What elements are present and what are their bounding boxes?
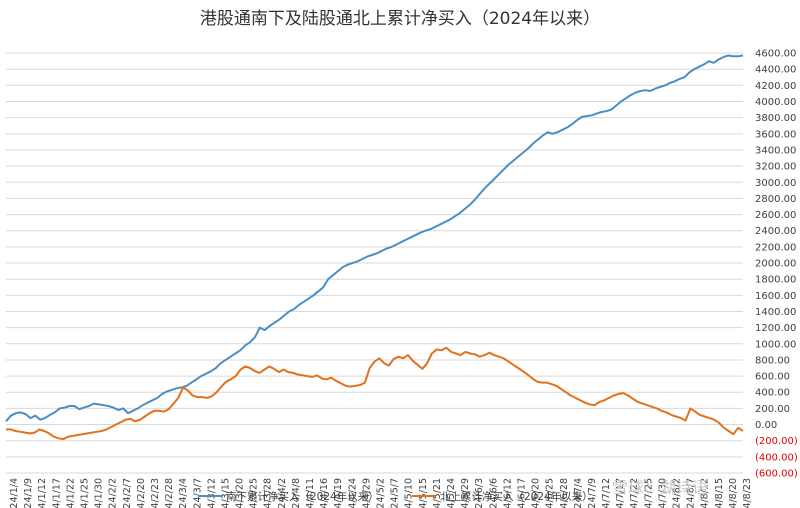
x-tick-label: 2024/2/28: [164, 478, 175, 508]
y-tick-label: 4600.00: [755, 49, 796, 60]
x-tick-label: 2024/7/4: [573, 478, 584, 508]
y-tick-label: 3000.00: [755, 178, 796, 189]
x-tick-label: 2024/1/25: [79, 478, 90, 508]
watermark: 雪球：湖诗语: [612, 478, 708, 497]
x-tick-label: 2024/3/12: [206, 478, 217, 508]
x-tick-label: 2024/6/25: [545, 478, 556, 508]
y-tick-label: 3200.00: [755, 162, 796, 173]
legend-label-north: 北上累计净买入（2024年以来）: [440, 490, 593, 503]
x-tick-label: 2024/7/25: [643, 478, 654, 508]
x-tick-label: 2024/7/22: [629, 478, 640, 508]
y-tick-label: 1600.00: [755, 291, 796, 302]
y-tick-label: 1200.00: [755, 323, 796, 334]
grid: [6, 52, 743, 474]
x-tick-label: 2024/1/4: [9, 478, 20, 508]
x-tick-label: 2024/7/17: [615, 478, 626, 508]
x-tick-label: 2024/6/3: [474, 478, 485, 508]
plot-area: [5, 54, 744, 441]
x-tick-label: 2024/1/12: [37, 478, 48, 508]
x-tick-label: 2024/3/15: [220, 478, 231, 508]
x-tick-label: 2024/5/15: [418, 478, 429, 508]
x-tick-label: 2024/2/7: [122, 478, 133, 508]
x-tick-label: 2024/3/4: [178, 478, 189, 508]
x-tick-label: 2024/4/11: [305, 478, 316, 508]
legend-label-south: 南下累计净买入（2024年以来）: [226, 490, 379, 503]
y-tick-label: 3400.00: [755, 145, 796, 156]
y-tick-label: (600.00): [755, 469, 798, 480]
x-tick-label: 2024/7/30: [657, 478, 668, 508]
x-tick-label: 2024/3/20: [235, 478, 246, 508]
x-tick-label: 2024/7/9: [587, 478, 598, 508]
x-tick-label: 2024/1/9: [23, 478, 34, 508]
chart-title: 港股通南下及陆股通北上累计净买入（2024年以来）: [200, 9, 600, 29]
series-line-south: [5, 54, 744, 422]
y-tick-label: 400.00: [755, 388, 790, 399]
y-tick-label: 800.00: [755, 355, 790, 366]
x-tick-label: 2024/2/2: [108, 478, 119, 508]
x-tick-label: 2024/8/20: [728, 478, 739, 508]
x-tick-label: 2024/8/23: [742, 478, 753, 508]
y-tick-label: 4000.00: [755, 97, 796, 108]
x-tick-label: 2024/5/7: [390, 478, 401, 508]
x-tick-label: 2024/3/28: [263, 478, 274, 508]
y-tick-label: 0.00: [755, 420, 777, 431]
y-tick-label: 4400.00: [755, 65, 796, 76]
y-tick-label: 2400.00: [755, 226, 796, 237]
x-tick-label: 2024/6/20: [531, 478, 542, 508]
series-line-north: [6, 346, 744, 441]
y-tick-label: 3800.00: [755, 113, 796, 124]
x-tick-label: 2024/5/10: [404, 478, 415, 508]
x-tick-label: 2024/4/19: [333, 478, 344, 508]
y-tick-label: 2000.00: [755, 259, 796, 270]
legend: 南下累计净买入（2024年以来） 北上累计净买入（2024年以来）: [198, 490, 593, 503]
x-tick-label: 2024/6/28: [559, 478, 570, 508]
y-tick-label: (400.00): [755, 452, 798, 463]
x-tick-label: 2024/1/17: [51, 478, 62, 508]
x-tick-label: 2024/4/29: [361, 478, 372, 508]
x-tick-label: 2024/3/25: [249, 478, 260, 508]
x-axis: 2024/1/4 2024/1/9 2024/1/12 2024/1/17 2024/1…: [9, 478, 753, 508]
y-tick-label: 1400.00: [755, 307, 796, 318]
x-tick-label: 2024/5/21: [432, 478, 443, 508]
y-tick-label: 2600.00: [755, 210, 796, 221]
y-axis: 4600.00 4400.00 4200.00 4000.00 3800.00 3600.…: [755, 49, 798, 480]
x-tick-label: 2024/5/2: [376, 478, 387, 508]
x-tick-label: 2024/6/17: [516, 478, 527, 508]
x-tick-label: 2024/4/16: [319, 478, 330, 508]
y-tick-label: 4200.00: [755, 81, 796, 92]
x-tick-label: 2024/5/29: [460, 478, 471, 508]
y-tick-label: 2800.00: [755, 194, 796, 205]
x-tick-label: 2024/6/6: [488, 478, 499, 508]
x-tick-label: 2024/2/23: [150, 478, 161, 508]
x-tick-label: 2024/8/15: [714, 478, 725, 508]
x-tick-label: 2024/8/12: [700, 478, 711, 508]
x-tick-label: 2024/2/20: [136, 478, 147, 508]
x-tick-label: 2024/1/30: [94, 478, 105, 508]
x-tick-label: 2024/4/8: [291, 478, 302, 508]
y-tick-label: 2200.00: [755, 242, 796, 253]
x-tick-label: 2024/3/7: [192, 478, 203, 508]
x-tick-label: 2024/4/24: [347, 478, 358, 508]
y-tick-label: (200.00): [755, 436, 798, 447]
x-tick-label: 2024/8/7: [686, 478, 697, 508]
y-tick-label: 1800.00: [755, 275, 796, 286]
y-tick-label: 200.00: [755, 404, 790, 415]
x-tick-label: 2024/8/2: [672, 478, 683, 508]
x-tick-label: 2024/7/12: [601, 478, 612, 508]
x-tick-label: 2024/6/12: [502, 478, 513, 508]
y-tick-label: 600.00: [755, 372, 790, 383]
x-tick-label: 2024/1/22: [65, 478, 76, 508]
x-tick-label: 2024/5/24: [446, 478, 457, 508]
x-tick-label: 2024/4/2: [277, 478, 288, 508]
y-tick-label: 1000.00: [755, 339, 796, 350]
y-tick-label: 3600.00: [755, 129, 796, 140]
